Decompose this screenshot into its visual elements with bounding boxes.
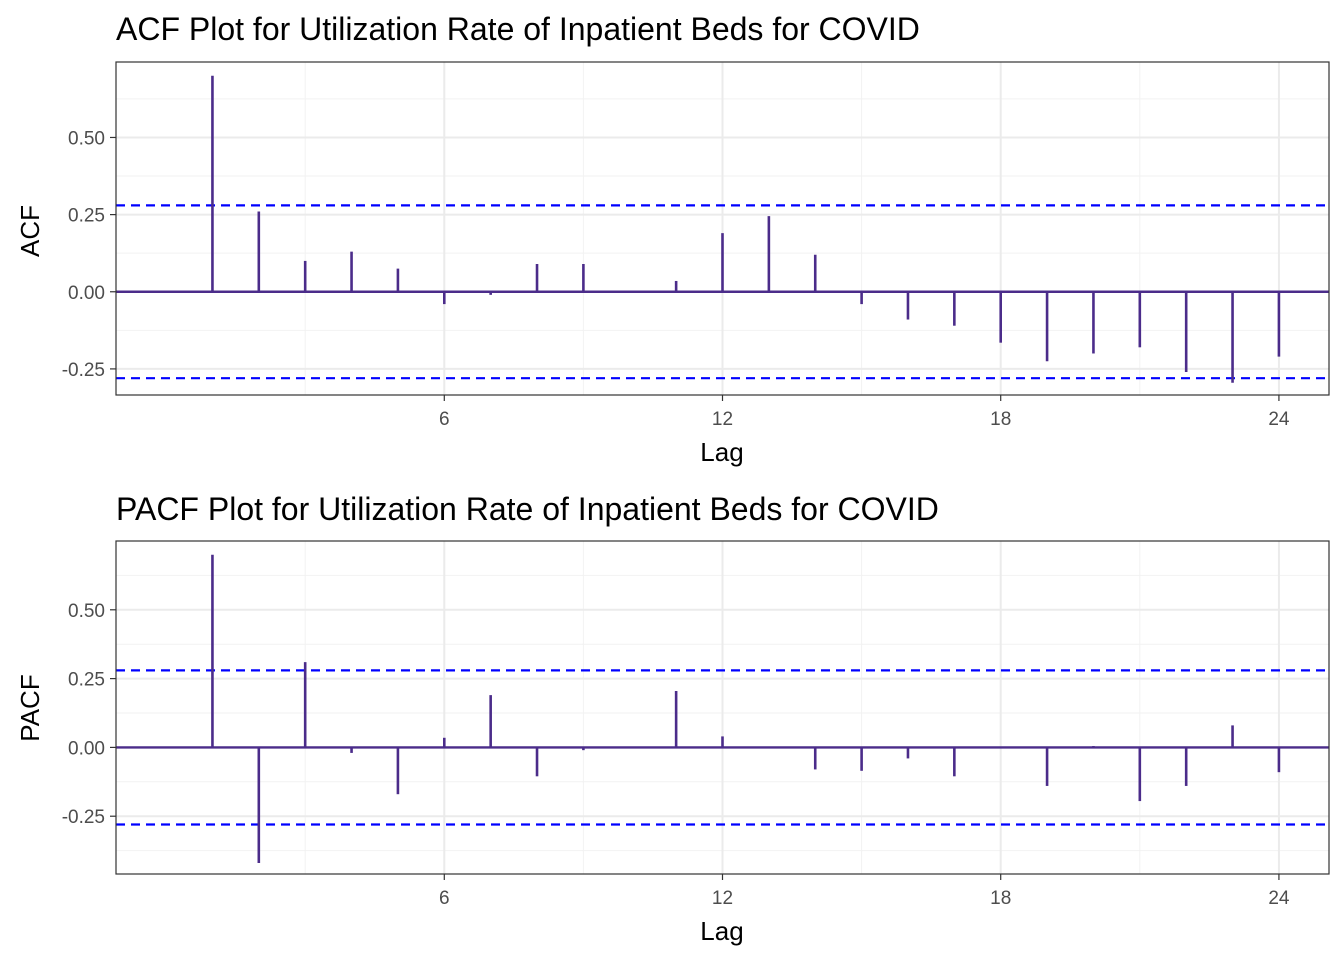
acf-lag-bars	[211, 75, 1281, 383]
pacf-chart-title: PACF Plot for Utilization Rate of Inpati…	[116, 491, 939, 527]
acf-x-tick-label: 6	[439, 409, 450, 430]
pacf-y-axis-label: PACF	[15, 674, 45, 741]
pacf-x-tick-label: 18	[990, 888, 1011, 909]
pacf-x-tick-label: 12	[712, 888, 733, 909]
acf-x-tick-label: 12	[712, 409, 733, 430]
acf-y-tick-label: 0.00	[68, 283, 105, 304]
acf-y-tick-label: 0.50	[68, 128, 105, 149]
acf-x-tick-label: 24	[1268, 409, 1290, 430]
pacf-x-axis: 6 12 18 24	[439, 874, 1290, 909]
acf-chart-title: ACF Plot for Utilization Rate of Inpatie…	[116, 11, 920, 47]
pacf-y-axis: -0.25 0.00 0.25 0.50	[62, 601, 116, 828]
pacf-y-tick-label: 0.25	[68, 670, 105, 691]
pacf-lag-bars	[211, 554, 1281, 864]
acf-y-axis: -0.25 0.00 0.25 0.50	[62, 128, 116, 381]
pacf-y-tick-label: -0.25	[62, 807, 105, 828]
acf-x-tick-label: 18	[990, 409, 1011, 430]
pacf-chart: PACF Plot for Utilization Rate of Inpati…	[15, 491, 1330, 946]
acf-x-axis: 6 12 18 24	[439, 395, 1290, 430]
acf-y-tick-label: -0.25	[62, 360, 105, 381]
pacf-y-tick-label: 0.50	[68, 601, 105, 622]
pacf-x-tick-label: 24	[1268, 888, 1290, 909]
acf-chart: ACF Plot for Utilization Rate of Inpatie…	[15, 11, 1330, 467]
pacf-x-axis-label: Lag	[700, 916, 743, 946]
acf-confidence-bounds	[116, 204, 1329, 380]
acf-x-axis-label: Lag	[700, 437, 743, 467]
pacf-y-tick-label: 0.00	[68, 738, 105, 759]
acf-y-tick-label: 0.25	[68, 206, 105, 227]
acf-y-axis-label: ACF	[15, 205, 45, 257]
pacf-x-tick-label: 6	[439, 888, 450, 909]
pacf-confidence-bounds	[116, 669, 1329, 826]
